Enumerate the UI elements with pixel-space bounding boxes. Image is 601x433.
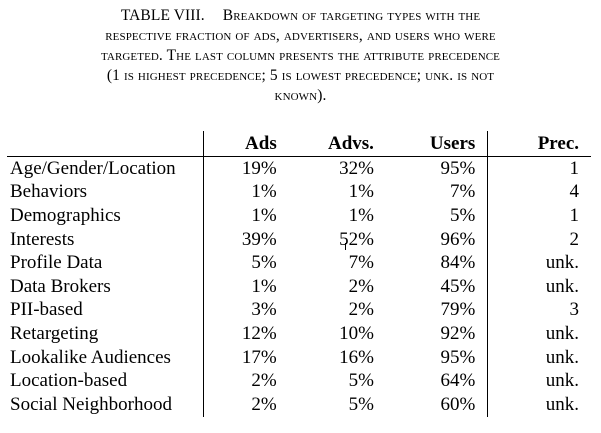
row-ads-cell: 39% <box>202 227 286 252</box>
table-row: Behaviors 1% 1% 7% 4 <box>7 180 591 205</box>
row-advs-cell: 2% <box>348 299 374 321</box>
row-advs-cell: 10% <box>339 322 374 344</box>
header-type <box>7 131 204 157</box>
row-ads-cell: 1% <box>202 274 286 299</box>
row-type-cell: Retargeting <box>10 322 99 344</box>
header-advs: Advs. <box>285 131 384 157</box>
row-advs-cell: 1% <box>348 204 374 226</box>
row-prec-cell: unk. <box>487 392 591 417</box>
row-users-cell: 96% <box>440 228 476 250</box>
table-row: Profile Data 5% 7% 84% unk. <box>7 251 591 275</box>
row-ads-cell: 2% <box>202 392 286 417</box>
row-prec-cell: 2 <box>487 227 591 252</box>
row-type-cell: Age/Gender/Location <box>10 157 176 179</box>
row-advs-cell: 1% <box>348 181 374 203</box>
row-prec-cell: unk. <box>487 322 591 346</box>
row-users-cell: 95% <box>440 346 476 368</box>
row-prec-cell: unk. <box>487 369 591 393</box>
table-number: TABLE VIII. <box>120 7 205 24</box>
row-prec-cell: unk. <box>487 345 591 370</box>
caption-line-5: known). <box>274 87 327 104</box>
row-advs-cell: 7% <box>348 252 374 274</box>
header-users: Users <box>383 131 488 157</box>
caption-line-1: TABLE VIII. Breakdown of targeting types … <box>0 6 601 26</box>
row-type-cell: Location-based <box>10 370 128 392</box>
row-users-cell: 92% <box>440 322 476 344</box>
table-row: Retargeting 12% 10% 92% unk. <box>7 322 591 346</box>
row-type-cell: Demographics <box>10 204 121 226</box>
row-ads-cell: 5% <box>202 251 286 275</box>
table-row: Demographics 1% 1% 5% 1 <box>7 204 591 228</box>
table-row: Lookalike Audiences 17% 16% 95% unk. <box>7 345 591 370</box>
table-caption: TABLE VIII. Breakdown of targeting types … <box>0 6 601 106</box>
row-users-cell: 5% <box>449 204 476 226</box>
row-prec-cell: 4 <box>487 180 591 205</box>
row-ads-cell: 12% <box>202 322 286 346</box>
row-users-cell: 60% <box>440 393 476 415</box>
row-type-cell: PII-based <box>10 299 83 321</box>
row-advs-cell: 52% <box>339 228 374 250</box>
header-ads: Ads <box>202 131 286 157</box>
row-ads-cell: 1% <box>202 180 286 205</box>
row-users-cell: 7% <box>449 181 476 203</box>
row-advs-cell: 2% <box>348 275 374 297</box>
row-advs-cell: 32% <box>339 157 374 179</box>
caption-line-2: respective fraction of ads, advertisers,… <box>105 27 496 44</box>
header-prec: Prec. <box>487 131 591 157</box>
row-users-cell: 79% <box>440 299 476 321</box>
table-row: Data Brokers 1% 2% 45% unk. <box>7 274 591 299</box>
stray-tick-mark <box>345 243 346 250</box>
row-prec-cell: unk. <box>487 274 591 299</box>
row-type-cell: Behaviors <box>10 181 88 203</box>
row-users-cell: 84% <box>440 252 476 274</box>
row-prec-cell: 3 <box>487 298 591 323</box>
caption-line-3: targeted. The last column presents the a… <box>100 47 501 64</box>
row-prec-cell: unk. <box>487 251 591 275</box>
caption-text-1: Breakdown of targeting types with the <box>222 7 481 24</box>
table-body: Age/Gender/Location 19% 32% 95% 1 Behaviors 1%… <box>7 156 591 417</box>
row-ads-cell: 1% <box>202 204 286 228</box>
table-row: PII-based 3% 2% 79% 3 <box>7 298 591 323</box>
caption-line-4: (1 is highest precedence; 5 is lowest pr… <box>106 67 495 84</box>
row-advs-cell: 16% <box>339 346 374 368</box>
row-users-cell: 45% <box>440 275 476 297</box>
table-row: Age/Gender/Location 19% 32% 95% 1 <box>7 156 591 181</box>
row-type-cell: Profile Data <box>10 252 103 274</box>
table-row: Location-based 2% 5% 64% unk. <box>7 369 591 393</box>
targeting-types-table: Ads Advs. Users Prec. Age/Gender/Locatio… <box>7 131 591 417</box>
table-row: Interests 39% 52% 96% 2 <box>7 227 591 252</box>
row-users-cell: 64% <box>440 370 476 392</box>
row-ads-cell: 19% <box>202 156 286 181</box>
row-advs-cell: 5% <box>348 370 374 392</box>
row-users-cell: 95% <box>440 157 476 179</box>
header-row: Ads Advs. Users Prec. <box>7 131 591 157</box>
row-type-cell: Data Brokers <box>10 275 111 297</box>
row-ads-cell: 2% <box>202 369 286 393</box>
row-ads-cell: 3% <box>202 298 286 323</box>
row-type-cell: Social Neighborhood <box>10 393 173 415</box>
row-advs-cell: 5% <box>348 393 374 415</box>
row-type-cell: Lookalike Audiences <box>10 346 171 368</box>
row-ads-cell: 17% <box>202 345 286 370</box>
table-row: Social Neighborhood 2% 5% 60% unk. <box>7 392 591 417</box>
row-prec-cell: 1 <box>487 156 591 181</box>
row-type-cell: Interests <box>10 228 75 250</box>
row-prec-cell: 1 <box>487 204 591 228</box>
